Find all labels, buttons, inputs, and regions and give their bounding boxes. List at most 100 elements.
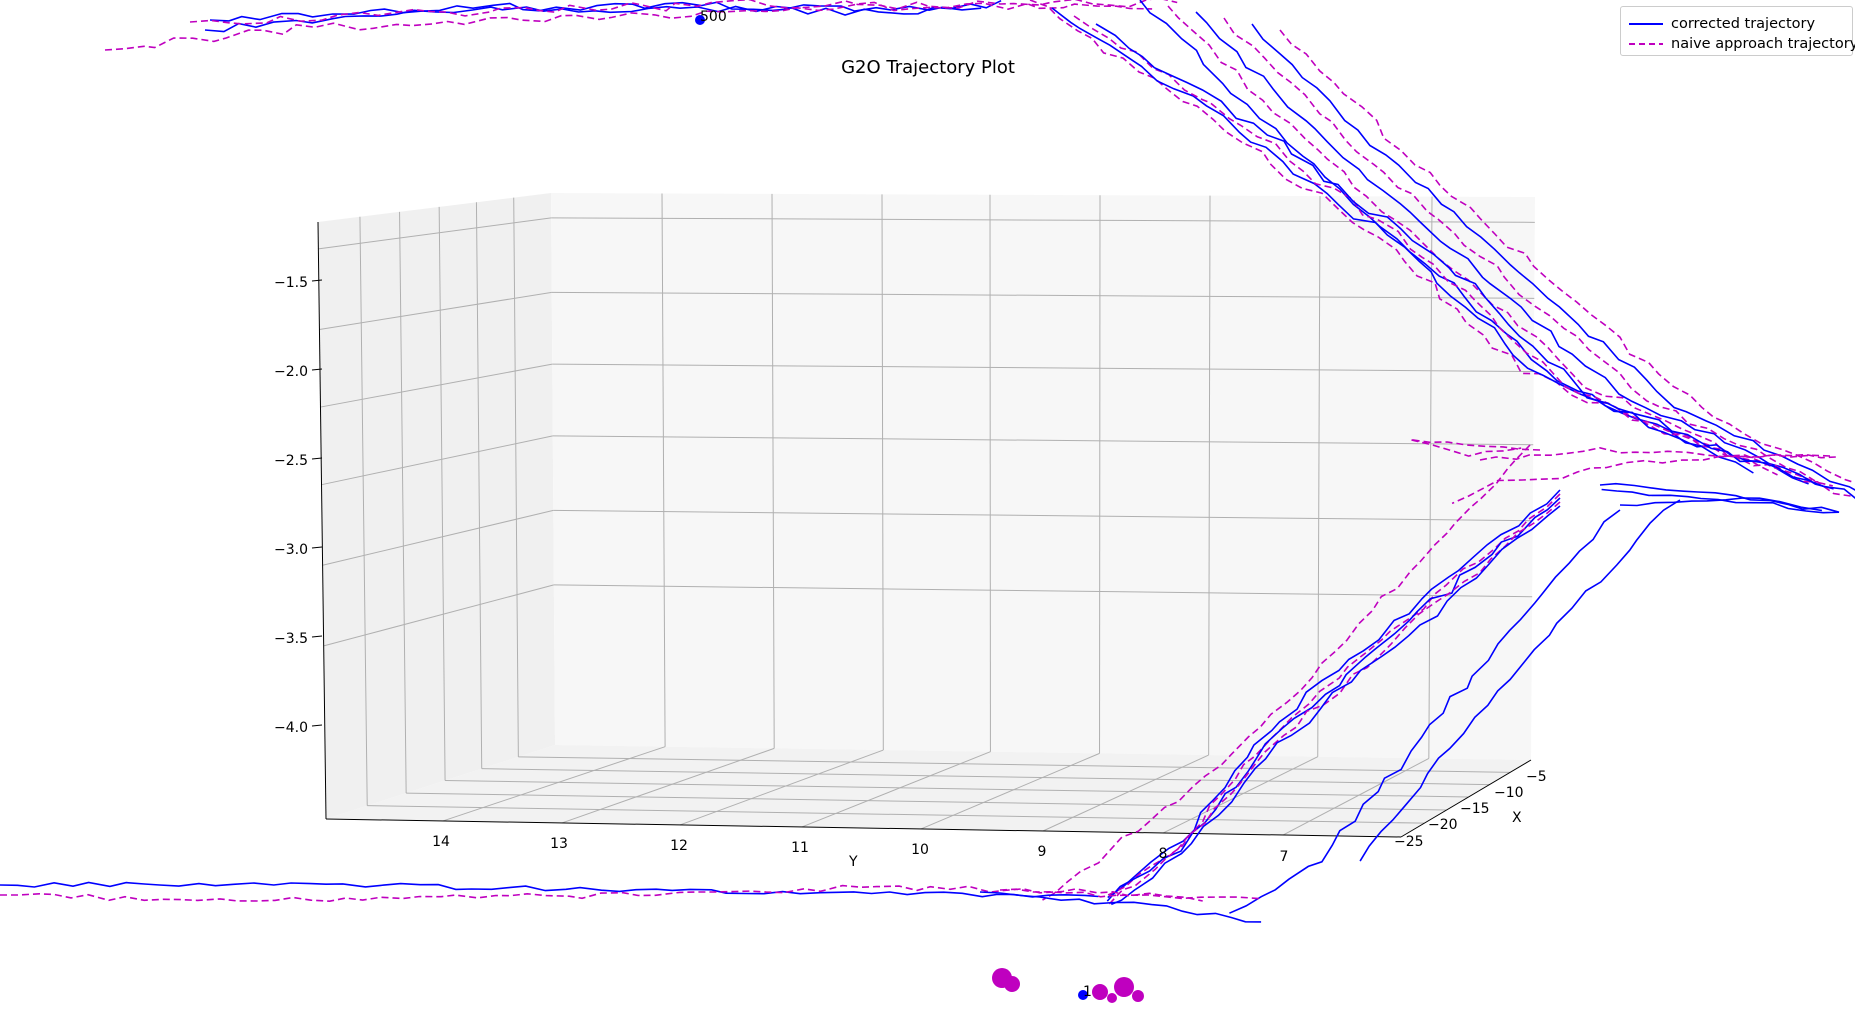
x-tick-label: −10 [1494, 785, 1524, 801]
y-tick-label: 7 [1280, 849, 1289, 865]
z-grid-line [322, 509, 554, 566]
corrected-bottom-band [979, 891, 1262, 923]
x-axis-label: X [1512, 810, 1522, 826]
y-tick-label: 13 [550, 836, 568, 852]
y-tick-label: 8 [1159, 846, 1168, 862]
mixed-diagonal [1051, 7, 1834, 490]
x-tick-label: −25 [1394, 834, 1424, 850]
y-grid-line [661, 193, 666, 747]
axis-lines [317, 221, 1532, 838]
y-grid-line [442, 746, 666, 822]
naive-diagonal [1223, 17, 1833, 487]
legend-label: corrected trajectory [1671, 16, 1816, 32]
corrected-top-band [209, 1, 982, 22]
corrected-descent [1110, 505, 1561, 906]
y-tick-label: 12 [670, 838, 688, 854]
chart-title: G2O Trajectory Plot [841, 57, 1015, 78]
z-tick-label: −4.0 [274, 720, 308, 736]
corrected-top-band [204, 0, 1002, 33]
y-grid-line [679, 749, 884, 826]
corrected-right-cluster [1599, 482, 1840, 514]
z-grid-line [319, 291, 552, 330]
x-grid-line [399, 211, 407, 794]
naive-diagonal [1167, 5, 1778, 476]
y-tick-label: 10 [911, 842, 929, 858]
z-grid-line [318, 217, 552, 250]
z-tick-mark [311, 279, 323, 282]
naive-right-cluster [1479, 446, 1838, 461]
y-grid-line [561, 747, 775, 824]
mixed-diagonal [1029, 0, 1814, 482]
legend-item-corrected: corrected trajectory [1621, 14, 1852, 34]
z-grid-line [321, 435, 553, 486]
y-tick-label: 14 [432, 834, 450, 850]
naive-marker [1132, 990, 1144, 1002]
corrected-right-cluster [1619, 497, 1823, 512]
back-pane [551, 193, 1535, 760]
point-label-end: 500 [700, 9, 727, 25]
x-grid-line [445, 780, 1469, 798]
x-grid-line [481, 768, 1490, 786]
y-grid-line [1282, 757, 1430, 836]
corrected-diagonal [1251, 23, 1855, 491]
legend-item-naive: naive approach trajectory [1621, 34, 1855, 54]
grid-lines [318, 193, 1535, 836]
z-tick-label: −2.0 [274, 364, 308, 380]
naive-marker [1107, 993, 1117, 1003]
left-pane [318, 193, 555, 819]
naive-descent [1108, 501, 1561, 906]
dashed-line-icon [1629, 43, 1663, 45]
corrected-descent [1106, 497, 1561, 902]
x-tick-label: −20 [1428, 817, 1458, 833]
z-tick-mark [311, 368, 323, 371]
naive-top-band [189, 0, 1153, 25]
legend-label: naive approach trajectory [1671, 36, 1855, 52]
corrected-diagonal [1195, 11, 1809, 485]
z-tick-mark [311, 457, 323, 460]
z-grid-line [551, 291, 1535, 299]
y-grid-line [1162, 756, 1318, 834]
naive-diagonal [1279, 29, 1855, 484]
y-grid-line [920, 752, 1100, 830]
naive-marker [1004, 976, 1020, 992]
axes-panes [318, 193, 1535, 837]
z-grid-line [553, 509, 1533, 522]
corrected-marker [695, 15, 705, 25]
z-grid-line [323, 584, 554, 647]
corrected-descent [1229, 509, 1621, 914]
x-tick-label: −5 [1526, 769, 1547, 785]
mixed-diagonal [1073, 15, 1855, 498]
x-tick-label: −15 [1460, 801, 1490, 817]
solid-line-icon [1629, 23, 1663, 25]
naive-descent [1107, 493, 1561, 897]
y-grid-line [801, 751, 991, 828]
y-axis-line [325, 818, 1402, 838]
x-grid-line [475, 202, 483, 769]
naive-right-cluster [1451, 454, 1831, 505]
naive-descent [1042, 444, 1531, 901]
z-grid-line [553, 584, 1533, 598]
y-grid-line [1428, 196, 1433, 759]
x-axis-line [1400, 759, 1532, 838]
z-tick-label: −2.5 [274, 453, 308, 469]
naive-marker [1092, 984, 1108, 1000]
corrected-bottom-band [0, 881, 1099, 898]
corrected-descent [1359, 499, 1681, 862]
x-grid-line [406, 792, 1447, 811]
z-grid-line [552, 435, 1534, 446]
y-grid-line [1042, 754, 1209, 832]
naive-descent [1409, 438, 1541, 457]
legend: corrected trajectory naive approach traj… [1620, 6, 1855, 56]
point-label-start: 1 [1083, 984, 1092, 1000]
y-grid-line [771, 193, 775, 749]
x-grid-line [518, 756, 1511, 773]
y-grid-line [1317, 196, 1321, 757]
z-axis-line [317, 221, 327, 820]
naive-marker [1114, 977, 1134, 997]
z-grid-line [320, 363, 553, 408]
x-grid-line [438, 206, 446, 781]
y-axis-label: Y [848, 854, 858, 870]
z-grid-line [552, 363, 1534, 373]
